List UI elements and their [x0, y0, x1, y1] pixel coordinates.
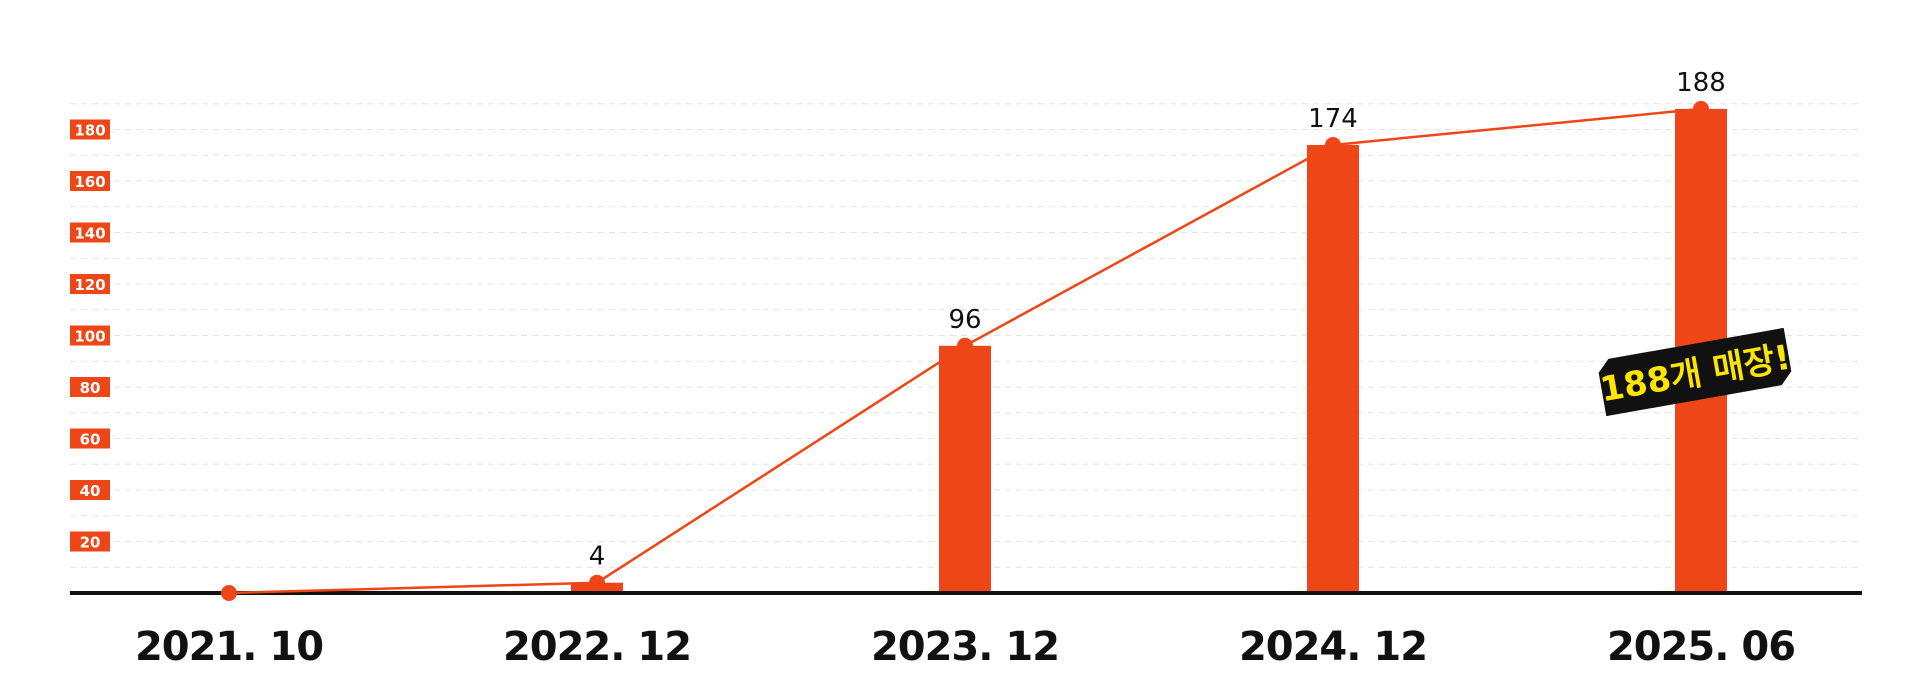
- bar: [1307, 144, 1359, 593]
- y-tick: 160: [70, 171, 110, 191]
- y-tick-badge: [70, 531, 110, 552]
- x-tick-label: 2023. 12: [871, 624, 1059, 670]
- y-tick: 60: [70, 428, 110, 449]
- bar-layer: [571, 108, 1727, 594]
- y-tick-badge: [70, 274, 110, 294]
- y-tick-badge: [70, 222, 110, 243]
- y-tick-badge: [70, 171, 110, 191]
- x-tick-label: 2025. 06: [1607, 624, 1795, 670]
- bar: [939, 345, 991, 593]
- data-label: 4: [589, 542, 606, 572]
- series-point: [589, 574, 605, 591]
- x-tick-label: 2022. 12: [503, 624, 691, 670]
- y-tick: 20: [70, 531, 110, 552]
- y-tick-label: 140: [74, 225, 105, 243]
- y-tick: 120: [70, 274, 110, 294]
- x-tick-label: 2024. 12: [1239, 624, 1427, 670]
- data-labels: 4 96 174 188: [589, 68, 1726, 572]
- y-tick-badge: [70, 480, 110, 500]
- y-tick-badge: [70, 325, 110, 346]
- y-tick-label: 160: [74, 173, 105, 191]
- y-tick-label: 100: [74, 328, 105, 346]
- badge-background: [1598, 327, 1792, 417]
- y-tick-label: 80: [80, 379, 101, 397]
- y-axis-ticks: 20 40 60 80 100 120 140 160 180: [70, 119, 110, 552]
- y-tick: 140: [70, 222, 110, 243]
- y-tick-badge: [70, 428, 110, 449]
- series-point: [1325, 136, 1341, 153]
- line-layer: [221, 100, 1709, 601]
- y-tick: 80: [70, 377, 110, 397]
- y-tick-label: 60: [80, 431, 101, 449]
- y-tick-label: 20: [80, 534, 101, 552]
- y-tick: 40: [70, 480, 110, 500]
- y-tick-badge: [70, 119, 110, 140]
- series-point: [1693, 100, 1709, 117]
- y-tick-badge: [70, 377, 110, 397]
- series-point: [221, 585, 237, 601]
- data-label: 174: [1308, 104, 1358, 134]
- y-tick-label: 120: [74, 276, 105, 294]
- y-tick: 180: [70, 119, 110, 140]
- x-tick-label: 2021. 10: [135, 624, 323, 670]
- data-label: 188: [1676, 68, 1726, 98]
- y-tick-label: 180: [74, 122, 105, 140]
- data-label: 96: [948, 305, 981, 335]
- y-tick: 100: [70, 325, 110, 346]
- x-axis-ticks: 2021. 10 2022. 12 2023. 12 2024. 12 2025. 06: [135, 624, 1796, 670]
- y-tick-label: 40: [80, 482, 101, 500]
- series-point: [957, 337, 973, 354]
